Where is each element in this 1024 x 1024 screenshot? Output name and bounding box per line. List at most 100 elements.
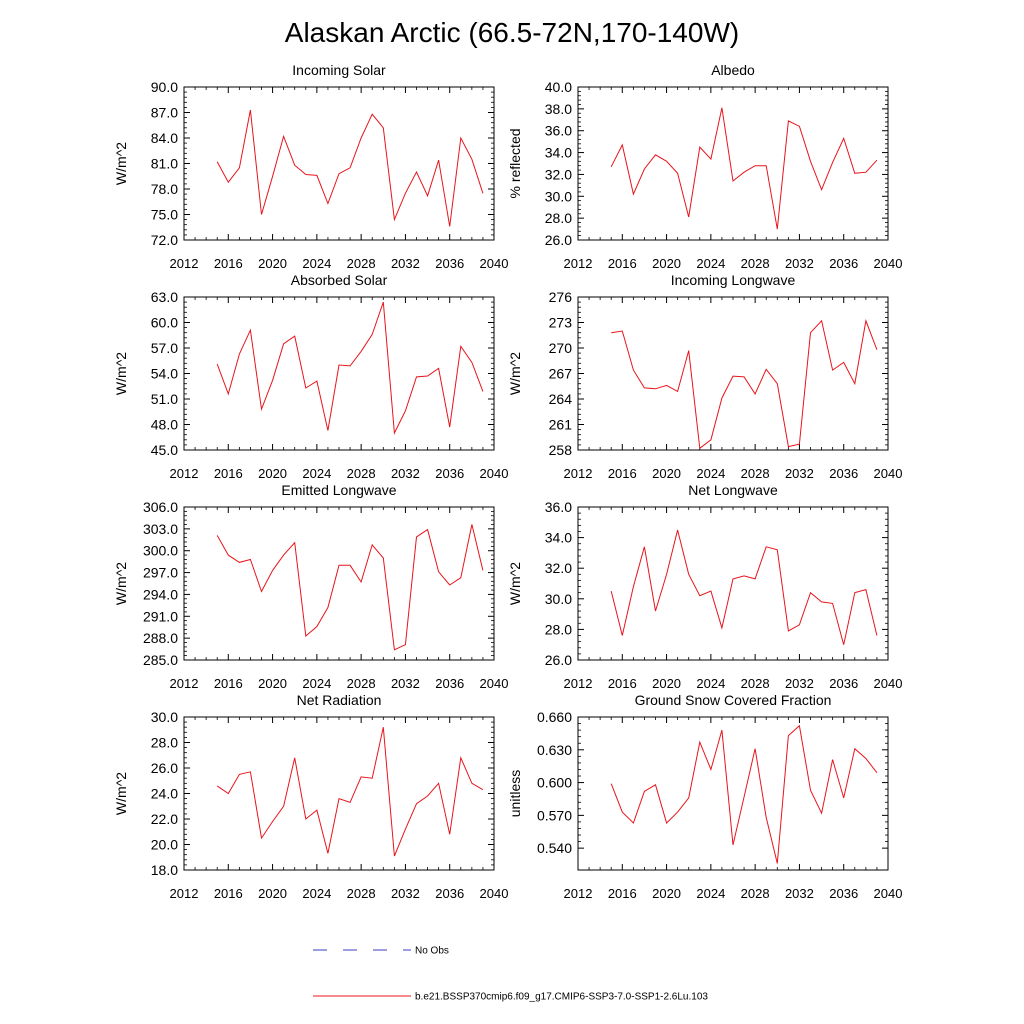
x-tick-label: 2036 [829, 466, 858, 481]
x-tick-label: 2036 [435, 466, 464, 481]
y-tick-label: 273 [549, 315, 573, 331]
x-tick-label: 2020 [652, 256, 681, 271]
y-tick-label: 72.0 [151, 232, 178, 248]
panel-ground-snow-covered-fraction: Ground Snow Covered Fraction unitless 2012… [507, 692, 902, 901]
x-tick-label: 2032 [391, 466, 420, 481]
panel-title: Albedo [711, 62, 755, 78]
y-tick-label: 264 [549, 391, 573, 407]
y-tick-label: 38.0 [545, 101, 572, 117]
figure-title: Alaskan Arctic (66.5-72N,170-140W) [285, 17, 739, 48]
y-tick-label: 0.630 [537, 742, 572, 758]
x-tick-label: 2016 [214, 886, 243, 901]
x-tick-label: 2016 [214, 466, 243, 481]
x-tick-label: 2036 [435, 886, 464, 901]
x-tick-label: 2036 [829, 256, 858, 271]
plot-frame [183, 716, 495, 871]
y-axis-label: % reflected [507, 128, 523, 198]
x-tick-label: 2024 [696, 256, 725, 271]
x-tick-label: 2016 [608, 466, 637, 481]
x-tick-label: 2024 [302, 886, 331, 901]
x-tick-label: 2016 [608, 256, 637, 271]
legend-label-no-obs: No Obs [415, 946, 449, 957]
y-tick-label: 30.0 [545, 188, 572, 204]
panel-title: Ground Snow Covered Fraction [635, 692, 832, 708]
x-tick-label: 2032 [391, 676, 420, 691]
panel-title: Net Radiation [297, 692, 382, 708]
y-tick-label: 258 [549, 442, 573, 458]
legend-label-model-run: b.e21.BSSP370cmip6.f09_g17.CMIP6-SSP3-7.… [415, 992, 708, 1003]
x-tick-label: 2016 [608, 676, 637, 691]
y-axis-label: W/m^2 [507, 352, 523, 395]
series-line [610, 529, 878, 645]
x-tick-label: 2024 [696, 676, 725, 691]
x-tick-label: 2028 [347, 886, 376, 901]
y-tick-label: 306.0 [143, 499, 178, 515]
y-tick-label: 285.0 [143, 652, 178, 668]
y-tick-label: 26.0 [545, 652, 572, 668]
y-tick-label: 78.0 [151, 181, 178, 197]
y-axis-label: W/m^2 [113, 562, 129, 605]
y-tick-label: 87.0 [151, 105, 178, 121]
panel-title: Incoming Solar [292, 62, 386, 78]
panel-albedo: Albedo % reflected 2012 2016 2020 2024 2028 203… [507, 62, 902, 271]
panel-title: Net Longwave [688, 482, 778, 498]
series-line [216, 727, 484, 857]
x-tick-label: 2032 [391, 256, 420, 271]
y-axis-label: W/m^2 [113, 352, 129, 395]
panel-title: Incoming Longwave [671, 272, 796, 288]
y-tick-label: 34.0 [545, 145, 572, 161]
y-tick-label: 36.0 [545, 499, 572, 515]
legend-entry-model-run: b.e21.BSSP370cmip6.f09_g17.CMIP6-SSP3-7.… [313, 992, 708, 1003]
series-line [610, 724, 878, 864]
panel-title: Absorbed Solar [291, 272, 388, 288]
y-tick-label: 297.0 [143, 565, 178, 581]
x-tick-label: 2040 [480, 466, 509, 481]
y-tick-label: 57.0 [151, 340, 178, 356]
y-tick-label: 45.0 [151, 442, 178, 458]
x-tick-label: 2020 [652, 466, 681, 481]
plot-frame [183, 506, 495, 661]
x-tick-label: 2012 [564, 256, 593, 271]
panel-net-radiation: Net Radiation W/m^2 2012 2016 2020 2024 2028 20… [113, 692, 508, 901]
y-axis-label: W/m^2 [113, 142, 129, 185]
y-tick-label: 276 [549, 289, 573, 305]
panel-absorbed-solar: Absorbed Solar W/m^2 2012 2016 2020 2024 2028 2… [113, 272, 508, 481]
x-tick-label: 2036 [435, 676, 464, 691]
x-tick-label: 2040 [480, 256, 509, 271]
y-tick-label: 0.600 [537, 775, 572, 791]
y-axis-label: W/m^2 [113, 772, 129, 815]
y-tick-label: 261 [549, 417, 573, 433]
x-tick-label: 2024 [302, 466, 331, 481]
y-tick-label: 75.0 [151, 207, 178, 223]
panel-incoming-longwave: Incoming Longwave W/m^2 2012 2016 2020 2024 20… [507, 272, 902, 481]
x-tick-label: 2024 [696, 886, 725, 901]
x-tick-label: 2032 [785, 676, 814, 691]
y-tick-label: 303.0 [143, 521, 178, 537]
x-tick-label: 2012 [170, 676, 199, 691]
y-tick-label: 40.0 [545, 79, 572, 95]
x-tick-label: 2020 [258, 676, 287, 691]
y-tick-label: 90.0 [151, 79, 178, 95]
x-tick-label: 2012 [564, 886, 593, 901]
x-tick-label: 2036 [829, 676, 858, 691]
y-tick-label: 84.0 [151, 130, 178, 146]
x-tick-label: 2016 [214, 256, 243, 271]
y-tick-label: 30.0 [545, 591, 572, 607]
x-tick-label: 2032 [785, 466, 814, 481]
x-tick-label: 2032 [391, 886, 420, 901]
x-tick-label: 2032 [785, 256, 814, 271]
x-tick-label: 2040 [874, 466, 903, 481]
x-tick-label: 2012 [564, 466, 593, 481]
plot-frame [577, 716, 889, 871]
y-tick-label: 36.0 [545, 123, 572, 139]
x-tick-label: 2020 [258, 466, 287, 481]
y-axis-label: unitless [507, 770, 523, 817]
y-tick-label: 288.0 [143, 630, 178, 646]
y-tick-label: 26.0 [545, 232, 572, 248]
x-tick-label: 2012 [170, 886, 199, 901]
y-tick-label: 51.0 [151, 391, 178, 407]
y-tick-label: 30.0 [151, 709, 178, 725]
panel-emitted-longwave: Emitted Longwave W/m^2 2012 2016 2020 2024 202… [113, 482, 508, 691]
series-line [610, 107, 878, 230]
